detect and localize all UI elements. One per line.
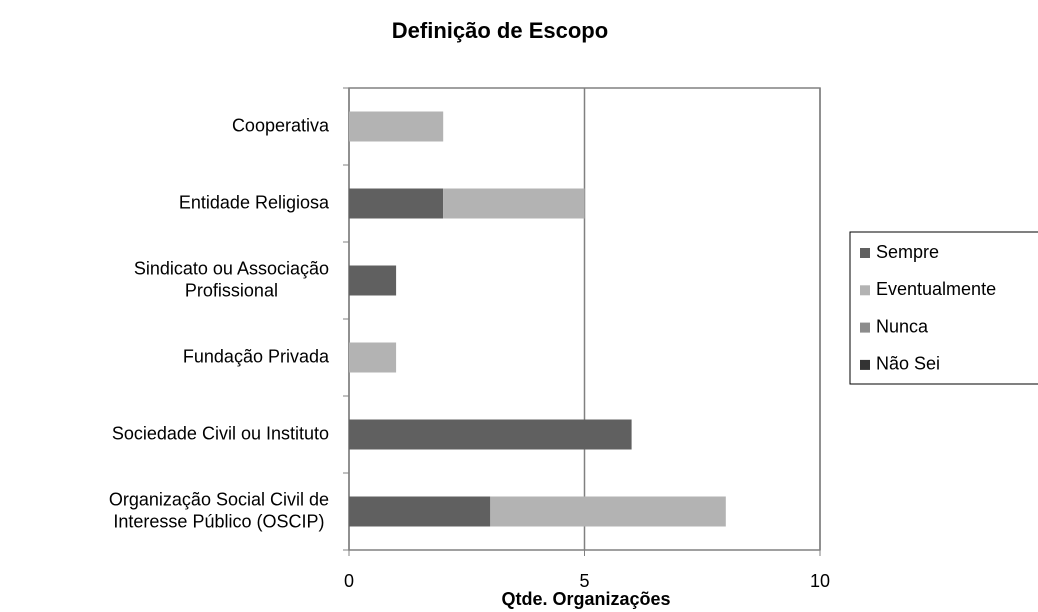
y-tick-label: Sindicato ou Associação Profissional (134, 258, 329, 300)
legend-label: Nunca (876, 316, 929, 336)
bar-segment (349, 265, 397, 296)
y-tick-label: Sociedade Civil ou Instituto (112, 423, 329, 443)
bar-segment (349, 342, 397, 373)
x-tick-label: 10 (810, 571, 830, 591)
legend-label: Não Sei (876, 354, 940, 374)
legend-swatch (860, 248, 870, 258)
legend-swatch (860, 359, 870, 370)
y-tick-label: Entidade Religiosa (179, 192, 330, 212)
bar-segment (490, 496, 726, 527)
x-tick-label: 5 (579, 571, 589, 591)
legend-box (849, 231, 1038, 385)
x-axis-label: Qtde. Organizações (501, 589, 670, 609)
bar-segment (349, 496, 491, 527)
bar-segment (349, 111, 444, 142)
y-tick-label: Organização Social Civil de Interesse Púb… (109, 489, 329, 531)
y-tick-label: Fundação Privada (183, 346, 330, 366)
bar-segment (443, 188, 585, 219)
x-tick-label: 0 (344, 571, 354, 591)
legend-swatch (860, 285, 870, 296)
legend-label: Sempre (876, 242, 939, 262)
bar-segment (349, 188, 444, 219)
bar-segment (349, 419, 632, 450)
legend-swatch (860, 322, 870, 333)
chart-title: Definição de Escopo (392, 18, 608, 43)
y-tick-label: Cooperativa (232, 115, 330, 135)
legend-label: Eventualmente (876, 279, 996, 299)
